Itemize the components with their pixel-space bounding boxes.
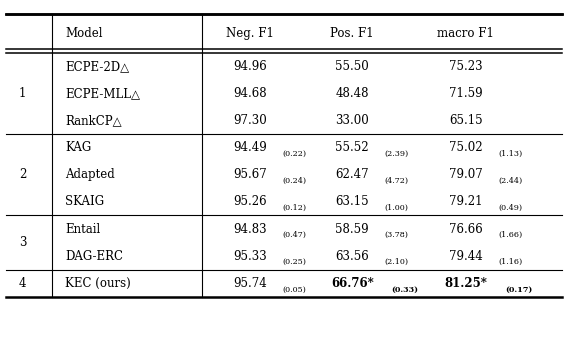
Text: 63.15: 63.15 <box>335 195 369 208</box>
Text: (2.44): (2.44) <box>499 177 523 184</box>
Text: 63.56: 63.56 <box>335 250 369 263</box>
Text: 2: 2 <box>19 169 26 181</box>
Text: 3: 3 <box>19 236 27 249</box>
Text: 48.48: 48.48 <box>336 87 369 100</box>
Text: 1: 1 <box>19 87 26 100</box>
Text: 58.59: 58.59 <box>335 223 369 236</box>
Text: 81.25*: 81.25* <box>444 278 487 290</box>
Text: 62.47: 62.47 <box>335 169 369 181</box>
Text: 97.30: 97.30 <box>233 114 267 127</box>
Text: 95.26: 95.26 <box>233 195 267 208</box>
Text: 95.74: 95.74 <box>233 278 267 290</box>
Text: (1.13): (1.13) <box>499 150 523 158</box>
Text: Neg. F1: Neg. F1 <box>226 27 274 40</box>
Text: (3.78): (3.78) <box>385 231 409 239</box>
Text: ECPE-2D△: ECPE-2D△ <box>65 60 130 73</box>
Text: 76.66: 76.66 <box>449 223 483 236</box>
Text: (1.16): (1.16) <box>499 258 523 266</box>
Text: macro F1: macro F1 <box>437 27 494 40</box>
Text: DAG-ERC: DAG-ERC <box>65 250 123 263</box>
Text: (0.49): (0.49) <box>499 204 523 211</box>
Text: Adapted: Adapted <box>65 169 115 181</box>
Text: (0.47): (0.47) <box>283 231 307 239</box>
Text: 94.68: 94.68 <box>233 87 267 100</box>
Text: (0.24): (0.24) <box>283 177 307 184</box>
Text: 79.44: 79.44 <box>449 250 483 263</box>
Text: (2.39): (2.39) <box>385 150 409 158</box>
Text: Model: Model <box>65 27 103 40</box>
Text: 79.07: 79.07 <box>449 169 483 181</box>
Text: (0.22): (0.22) <box>283 150 307 158</box>
Text: 79.21: 79.21 <box>449 195 482 208</box>
Text: KAG: KAG <box>65 142 91 154</box>
Text: (1.00): (1.00) <box>385 204 409 211</box>
Text: 75.02: 75.02 <box>449 142 483 154</box>
Text: 4: 4 <box>19 278 27 290</box>
Text: 55.50: 55.50 <box>335 60 369 73</box>
Text: (2.10): (2.10) <box>385 258 409 266</box>
Text: Pos. F1: Pos. F1 <box>331 27 374 40</box>
Text: KEC (ours): KEC (ours) <box>65 278 131 290</box>
Text: 95.33: 95.33 <box>233 250 267 263</box>
Text: ECPE-MLL△: ECPE-MLL△ <box>65 87 140 100</box>
Text: 55.52: 55.52 <box>335 142 369 154</box>
Text: 71.59: 71.59 <box>449 87 483 100</box>
Text: 33.00: 33.00 <box>335 114 369 127</box>
Text: (1.66): (1.66) <box>499 231 523 239</box>
Text: 94.96: 94.96 <box>233 60 267 73</box>
Text: (0.17): (0.17) <box>505 286 532 293</box>
Text: RankCP△: RankCP△ <box>65 114 122 127</box>
Text: Entail: Entail <box>65 223 101 236</box>
Text: (0.33): (0.33) <box>391 286 419 293</box>
Text: SKAIG: SKAIG <box>65 195 105 208</box>
Text: (4.72): (4.72) <box>385 177 409 184</box>
Text: 94.83: 94.83 <box>233 223 267 236</box>
Text: 94.49: 94.49 <box>233 142 267 154</box>
Text: (0.05): (0.05) <box>283 286 307 293</box>
Text: 75.23: 75.23 <box>449 60 483 73</box>
Text: 95.67: 95.67 <box>233 169 267 181</box>
Text: 66.76*: 66.76* <box>331 278 374 290</box>
Text: 65.15: 65.15 <box>449 114 483 127</box>
Text: (0.25): (0.25) <box>283 258 307 266</box>
Text: (0.12): (0.12) <box>283 204 307 211</box>
